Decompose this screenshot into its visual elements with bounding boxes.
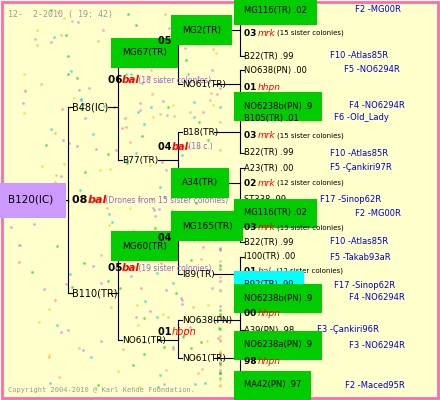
Text: (19 c.): (19 c.)	[186, 36, 213, 46]
Text: MG116(TR) .02: MG116(TR) .02	[244, 6, 307, 14]
Text: F3 -NO6294R: F3 -NO6294R	[349, 340, 405, 350]
Text: F17 -Sinop62R: F17 -Sinop62R	[320, 196, 381, 204]
Text: B22(TR) .99: B22(TR) .99	[244, 52, 293, 60]
Text: 06: 06	[108, 75, 126, 85]
Text: F4 -NO6294R: F4 -NO6294R	[349, 102, 405, 110]
Text: (12 sister colonies): (12 sister colonies)	[274, 268, 343, 274]
Text: 00: 00	[244, 308, 259, 318]
Text: F4 -NO6294R: F4 -NO6294R	[349, 294, 405, 302]
Text: (18 sister colonies): (18 sister colonies)	[136, 76, 211, 84]
Text: MG67(TR): MG67(TR)	[122, 48, 167, 58]
Text: 01: 01	[244, 84, 260, 92]
Text: 01: 01	[244, 266, 260, 276]
Text: (15 sister colonies): (15 sister colonies)	[277, 30, 344, 36]
Text: (15 sister colonies): (15 sister colonies)	[277, 225, 344, 231]
Text: Copyright 2004-2010 @ Karl Kehde Foundation.: Copyright 2004-2010 @ Karl Kehde Foundat…	[8, 387, 195, 393]
Text: F5 -Çankiri97R: F5 -Çankiri97R	[330, 164, 392, 172]
Text: F10 -Atlas85R: F10 -Atlas85R	[330, 52, 388, 60]
Text: B120(IC): B120(IC)	[8, 195, 53, 205]
Text: 12-  2-2010 ( 19: 42): 12- 2-2010 ( 19: 42)	[8, 10, 113, 19]
Text: 04: 04	[158, 233, 175, 243]
Text: NO638(PN) .00: NO638(PN) .00	[244, 66, 307, 74]
Text: F10 -Atlas85R: F10 -Atlas85R	[330, 238, 388, 246]
Text: F6 -Old_Lady: F6 -Old_Lady	[334, 114, 389, 122]
Text: NO61(TR): NO61(TR)	[182, 354, 226, 362]
Text: 03: 03	[244, 224, 260, 232]
Text: B22(TR) .99: B22(TR) .99	[244, 238, 293, 246]
Text: 08: 08	[72, 195, 91, 205]
Text: MG60(TR): MG60(TR)	[122, 242, 167, 250]
Text: F2 -MG00R: F2 -MG00R	[355, 208, 401, 218]
Text: NO638(PN): NO638(PN)	[182, 316, 232, 324]
Text: mrk: mrk	[258, 224, 276, 232]
Text: 05: 05	[108, 263, 126, 273]
Text: MG165(TR): MG165(TR)	[182, 222, 233, 230]
Text: B92(TR) .99: B92(TR) .99	[244, 280, 293, 290]
Text: (15 sister colonies): (15 sister colonies)	[277, 133, 344, 139]
Text: MG2(TR): MG2(TR)	[182, 26, 221, 34]
Text: B110(TR): B110(TR)	[72, 288, 117, 298]
Text: A23(TR) .00: A23(TR) .00	[244, 164, 293, 172]
Text: bal: bal	[258, 266, 272, 276]
Text: B77(TR): B77(TR)	[122, 156, 158, 164]
Text: hhpn: hhpn	[258, 358, 281, 366]
Text: 03: 03	[244, 28, 260, 38]
Text: B22(TR) .99: B22(TR) .99	[244, 148, 293, 158]
Text: A39(PN) .98: A39(PN) .98	[244, 326, 294, 334]
Text: F10 -Atlas85R: F10 -Atlas85R	[330, 148, 388, 158]
Text: 98: 98	[244, 358, 260, 366]
Text: B48(IC): B48(IC)	[72, 102, 108, 112]
Text: I89(TR): I89(TR)	[182, 270, 215, 278]
Text: B18(TR): B18(TR)	[182, 128, 218, 136]
Text: NO61(TR): NO61(TR)	[182, 80, 226, 88]
Text: 05: 05	[158, 36, 175, 46]
Text: mrk: mrk	[258, 28, 276, 38]
Text: F2 -MG00R: F2 -MG00R	[355, 6, 401, 14]
Text: 04: 04	[158, 142, 175, 152]
Text: ST338 .99: ST338 .99	[244, 196, 286, 204]
Text: NO61(TR): NO61(TR)	[122, 336, 166, 344]
Text: bal: bal	[122, 263, 140, 273]
Text: 01: 01	[158, 327, 175, 337]
Text: bal: bal	[172, 142, 189, 152]
Text: I100(TR) .00: I100(TR) .00	[244, 252, 295, 262]
Text: A34(TR): A34(TR)	[182, 178, 218, 188]
Text: NO6238b(PN) .9: NO6238b(PN) .9	[244, 102, 312, 110]
Text: hbpn: hbpn	[172, 327, 197, 337]
Text: hhpn: hhpn	[258, 308, 281, 318]
Text: NO6238a(PN) .9: NO6238a(PN) .9	[244, 340, 312, 350]
Text: mrk: mrk	[172, 233, 191, 243]
Text: 03: 03	[244, 132, 260, 140]
Text: F5 -NO6294R: F5 -NO6294R	[344, 66, 400, 74]
Text: (15 c.): (15 c.)	[190, 234, 217, 242]
Text: hhpn: hhpn	[258, 84, 281, 92]
Text: (12 sister colonies): (12 sister colonies)	[277, 180, 344, 186]
Text: mrk: mrk	[258, 132, 276, 140]
Text: bal: bal	[122, 75, 140, 85]
Text: bal: bal	[172, 36, 189, 46]
Text: F17 -Sinop62R: F17 -Sinop62R	[334, 280, 395, 290]
Text: F3 -Çankiri96R: F3 -Çankiri96R	[317, 326, 379, 334]
Text: mrk: mrk	[258, 178, 276, 188]
Text: bal: bal	[88, 195, 107, 205]
Text: F5 -Takab93aR: F5 -Takab93aR	[330, 252, 391, 262]
Text: MA42(PN) .97: MA42(PN) .97	[244, 380, 301, 390]
Text: F2 -Maced95R: F2 -Maced95R	[345, 380, 405, 390]
Text: (19 sister colonies): (19 sister colonies)	[136, 264, 211, 272]
Text: MG116(TR) .02: MG116(TR) .02	[244, 208, 307, 218]
Text: (18 c.): (18 c.)	[186, 142, 213, 152]
Text: B105(TR) .01: B105(TR) .01	[244, 114, 299, 122]
Text: 02: 02	[244, 178, 260, 188]
Text: (Drones from 15 sister colonies): (Drones from 15 sister colonies)	[103, 196, 228, 204]
Text: NO6238b(PN) .9: NO6238b(PN) .9	[244, 294, 312, 302]
